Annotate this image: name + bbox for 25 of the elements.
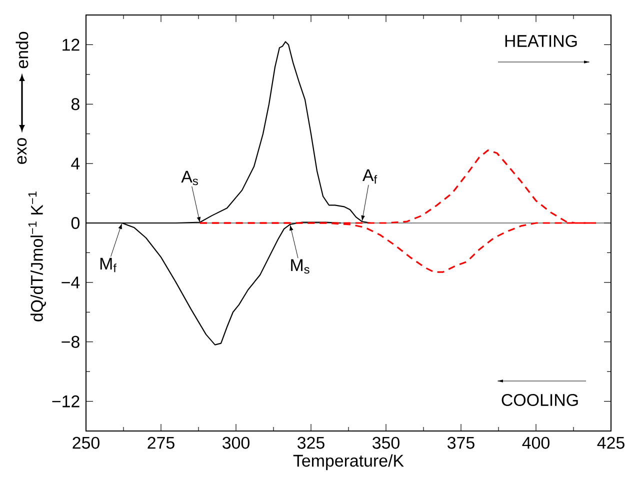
x-tick-label: 375 <box>448 436 474 449</box>
annotation: A$_{s}$ <box>181 170 198 186</box>
x-tick-label: 300 <box>222 436 250 449</box>
x-tick-label: 325 <box>298 436 324 449</box>
y-axis-title: dQ/dT/Jmol$^{−1}$ K$^{−1}$ <box>28 192 46 322</box>
y-tick-label: −12 <box>52 395 80 408</box>
text: endo <box>16 32 28 68</box>
y-tick-label: 8 <box>71 98 80 110</box>
x-tick-label: 400 <box>522 436 550 449</box>
text: exo <box>17 138 27 164</box>
x-tick-label: 425 <box>597 436 624 449</box>
annotation: HEATING <box>505 35 577 47</box>
x-tick-label: 350 <box>372 436 400 449</box>
annotation: M$_{f}$ <box>100 258 116 272</box>
x-tick-label: 275 <box>148 436 174 449</box>
x-tick-label: 250 <box>72 436 100 449</box>
y-tick-label: −4 <box>62 276 80 288</box>
y-tick-label: −8 <box>62 336 80 348</box>
y-tick-label: 12 <box>62 38 80 51</box>
annotation: COOLING <box>502 394 578 406</box>
annotation: A$_{f}$ <box>362 169 378 184</box>
x-axis-title: Temperature/K <box>293 454 404 470</box>
annotation: M$_{s}$ <box>291 259 310 274</box>
y-tick-label: 4 <box>71 158 80 170</box>
y-tick-label: 0 <box>71 217 80 229</box>
